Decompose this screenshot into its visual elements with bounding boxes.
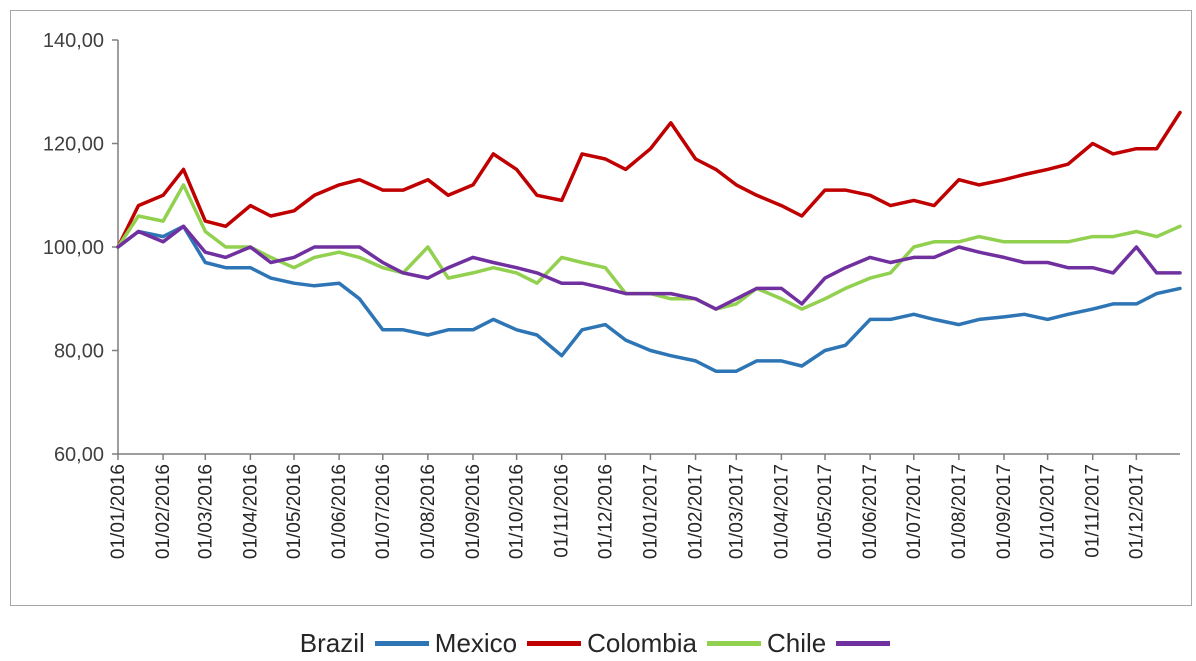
- x-tick-label: 01/09/2016: [463, 464, 484, 559]
- x-tick-label: 01/10/2016: [507, 464, 528, 559]
- chart-area: [10, 10, 1192, 606]
- legend-item-colombia: Colombia: [587, 628, 767, 659]
- legend-swatch-colombia: [706, 641, 761, 646]
- x-tick-label: 01/09/2017: [994, 464, 1015, 559]
- legend-label-chile: Chile: [766, 628, 827, 658]
- x-tick-label: 01/04/2017: [771, 464, 792, 559]
- y-tick-label: 60,00: [54, 444, 104, 466]
- x-tick-label: 01/07/2016: [373, 464, 394, 559]
- x-tick-label: 01/05/2017: [815, 464, 836, 559]
- legend-swatch-chile: [836, 641, 891, 646]
- legend: Brazil Mexico Colombia Chile: [0, 628, 1196, 659]
- y-axis: 60,00 80,00 100,00 120,00 140,00: [43, 30, 119, 466]
- series-line-brazil: [116, 224, 1182, 373]
- y-tick-label: 140,00: [43, 30, 104, 52]
- x-tick-label: 01/03/2016: [195, 464, 216, 559]
- legend-label-brazil: Brazil: [299, 628, 365, 658]
- legend-label-colombia: Colombia: [587, 628, 697, 658]
- legend-item-mexico: Mexico: [435, 628, 587, 659]
- x-tick-label: 01/06/2016: [329, 464, 350, 559]
- x-tick-label: 01/10/2017: [1038, 464, 1059, 559]
- x-axis: 01/01/2016 01/02/2016 01/03/2016 01/04/2016…: [108, 453, 1180, 559]
- x-tick-label: 01/08/2017: [949, 464, 970, 559]
- y-tick-label: 80,00: [54, 341, 104, 363]
- x-tick-label: 01/01/2017: [640, 464, 661, 559]
- y-tick-label: 100,00: [43, 237, 104, 259]
- x-tick-label: 01/11/2016: [552, 464, 573, 558]
- series-line-colombia: [116, 183, 1182, 311]
- legend-swatch-mexico: [527, 641, 582, 646]
- x-tick-label: 01/11/2017: [1083, 464, 1104, 558]
- x-tick-label: 01/07/2017: [904, 464, 925, 559]
- x-tick-label: 01/01/2016: [108, 464, 129, 559]
- y-tick-label: 120,00: [43, 134, 104, 156]
- legend-item-chile: Chile: [767, 628, 896, 659]
- x-tick-label: 01/02/2016: [153, 464, 174, 559]
- x-tick-label: 01/06/2017: [860, 464, 881, 559]
- x-tick-label: 01/12/2017: [1126, 464, 1147, 559]
- x-tick-label: 01/03/2017: [726, 464, 747, 559]
- series-line-mexico: [116, 110, 1182, 249]
- legend-swatch-brazil: [374, 641, 429, 646]
- x-tick-label: 01/02/2017: [686, 464, 707, 559]
- x-tick-label: 01/04/2016: [240, 464, 261, 559]
- x-tick-label: 01/05/2016: [284, 464, 305, 559]
- x-tick-label: 01/12/2016: [595, 464, 616, 559]
- series-layer: [116, 110, 1182, 373]
- legend-item-brazil: Brazil: [300, 628, 435, 659]
- series-line-chile: [116, 224, 1182, 311]
- x-tick-label: 01/08/2016: [418, 464, 439, 559]
- legend-label-mexico: Mexico: [434, 628, 518, 658]
